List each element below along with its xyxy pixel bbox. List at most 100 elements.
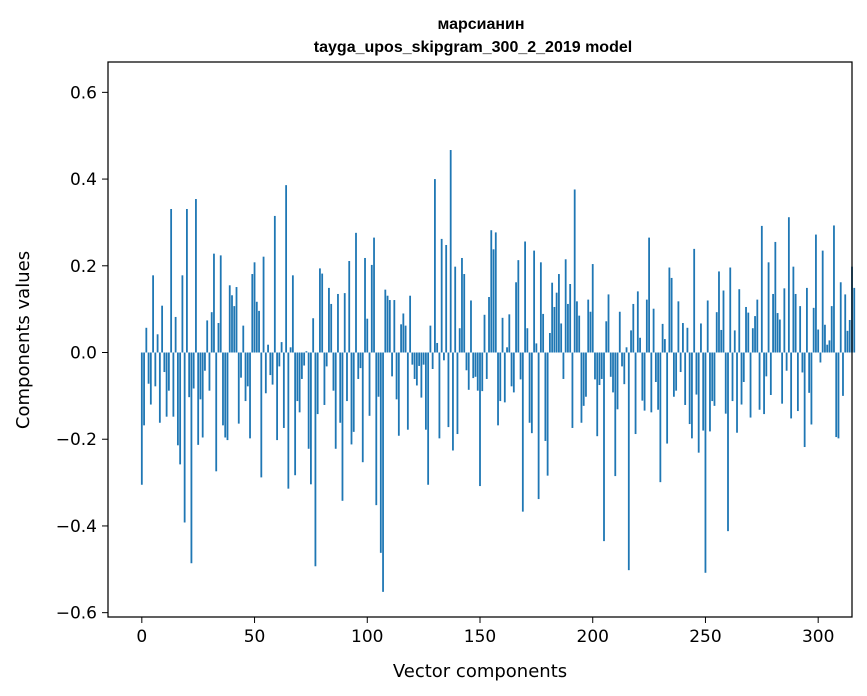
bar-72 [303, 352, 306, 366]
bar-240 [682, 323, 684, 353]
bar-18 [181, 275, 184, 353]
bar-16 [176, 352, 179, 446]
bar-22 [190, 352, 193, 564]
bar-114 [397, 352, 400, 436]
y-axis-label: Components values [13, 251, 34, 429]
bar-135 [445, 244, 448, 353]
bar-293 [801, 352, 804, 373]
bar-180 [546, 352, 549, 476]
bar-206 [605, 321, 608, 353]
bar-33 [215, 352, 218, 472]
bar-31 [210, 312, 213, 353]
bar-294 [803, 352, 806, 448]
bar-248 [700, 323, 702, 353]
bar-314 [848, 319, 851, 353]
bar-295 [806, 287, 808, 353]
bar-65 [287, 352, 290, 489]
bar-276 [763, 352, 765, 415]
bar-284 [781, 352, 784, 404]
bar-291 [796, 352, 799, 412]
bar-44 [240, 352, 242, 378]
bar-101 [368, 352, 371, 416]
bar-2 [145, 327, 148, 353]
bar-216 [627, 352, 630, 571]
bar-134 [443, 352, 445, 361]
bar-196 [582, 352, 585, 406]
bar-296 [808, 352, 811, 393]
bar-238 [677, 301, 680, 353]
bar-149 [476, 352, 479, 391]
bar-55 [264, 352, 267, 394]
bar-70 [298, 352, 301, 413]
bar-167 [517, 260, 520, 353]
bar-37 [224, 352, 227, 438]
bar-23 [192, 352, 195, 389]
bar-115 [400, 324, 402, 353]
bar-3 [147, 352, 150, 384]
bar-268 [745, 306, 747, 353]
bar-20 [186, 208, 188, 353]
bar-136 [447, 352, 450, 428]
bar-225 [648, 237, 650, 353]
x-tick-label: 250 [689, 627, 721, 647]
bar-280 [772, 293, 774, 353]
bar-122 [415, 352, 418, 386]
y-tick-label: −0.2 [56, 430, 97, 450]
bar-245 [693, 248, 696, 353]
bar-278 [767, 262, 770, 353]
bar-13 [170, 208, 173, 353]
bar-172 [528, 352, 531, 423]
bar-246 [695, 352, 698, 395]
bar-148 [474, 352, 477, 377]
bar-256 [718, 271, 720, 353]
bar-230 [659, 352, 662, 483]
bar-95 [355, 232, 357, 353]
bar-107 [382, 352, 384, 592]
bar-286 [785, 352, 788, 371]
x-tick-label: 150 [464, 627, 496, 647]
bar-241 [684, 352, 687, 405]
bar-68 [294, 352, 297, 476]
bars-group [140, 150, 856, 592]
bar-53 [260, 352, 263, 478]
bar-40 [231, 295, 233, 353]
bar-175 [535, 343, 538, 353]
bar-235 [670, 277, 673, 353]
bar-307 [833, 225, 835, 353]
bar-274 [758, 352, 761, 410]
y-tick-label: −0.6 [56, 604, 97, 624]
bar-197 [585, 352, 587, 397]
bar-269 [747, 312, 750, 353]
bar-287 [787, 217, 790, 353]
bar-297 [810, 352, 813, 425]
bar-310 [839, 282, 842, 353]
bar-264 [736, 352, 738, 433]
bar-243 [688, 352, 691, 425]
bar-150 [479, 352, 481, 487]
bar-119 [409, 295, 412, 353]
x-tick-label: 100 [351, 627, 383, 647]
bar-237 [675, 352, 678, 391]
bar-4 [149, 352, 152, 405]
bar-86 [334, 352, 337, 449]
bar-103 [373, 237, 375, 353]
bar-261 [729, 267, 732, 353]
bar-233 [666, 352, 669, 444]
bar-200 [591, 264, 594, 353]
bar-36 [222, 352, 224, 426]
bar-81 [323, 352, 326, 405]
bar-227 [652, 308, 655, 353]
bar-153 [485, 352, 488, 379]
bar-292 [799, 306, 802, 353]
bar-14 [172, 352, 175, 417]
bar-156 [492, 249, 495, 353]
bar-41 [233, 306, 236, 353]
bar-112 [393, 300, 396, 353]
bar-304 [826, 344, 829, 353]
bar-209 [612, 352, 614, 393]
bar-226 [650, 352, 653, 413]
bar-109 [386, 295, 389, 353]
bar-64 [285, 185, 288, 353]
bar-299 [815, 234, 817, 353]
bar-147 [472, 352, 475, 379]
